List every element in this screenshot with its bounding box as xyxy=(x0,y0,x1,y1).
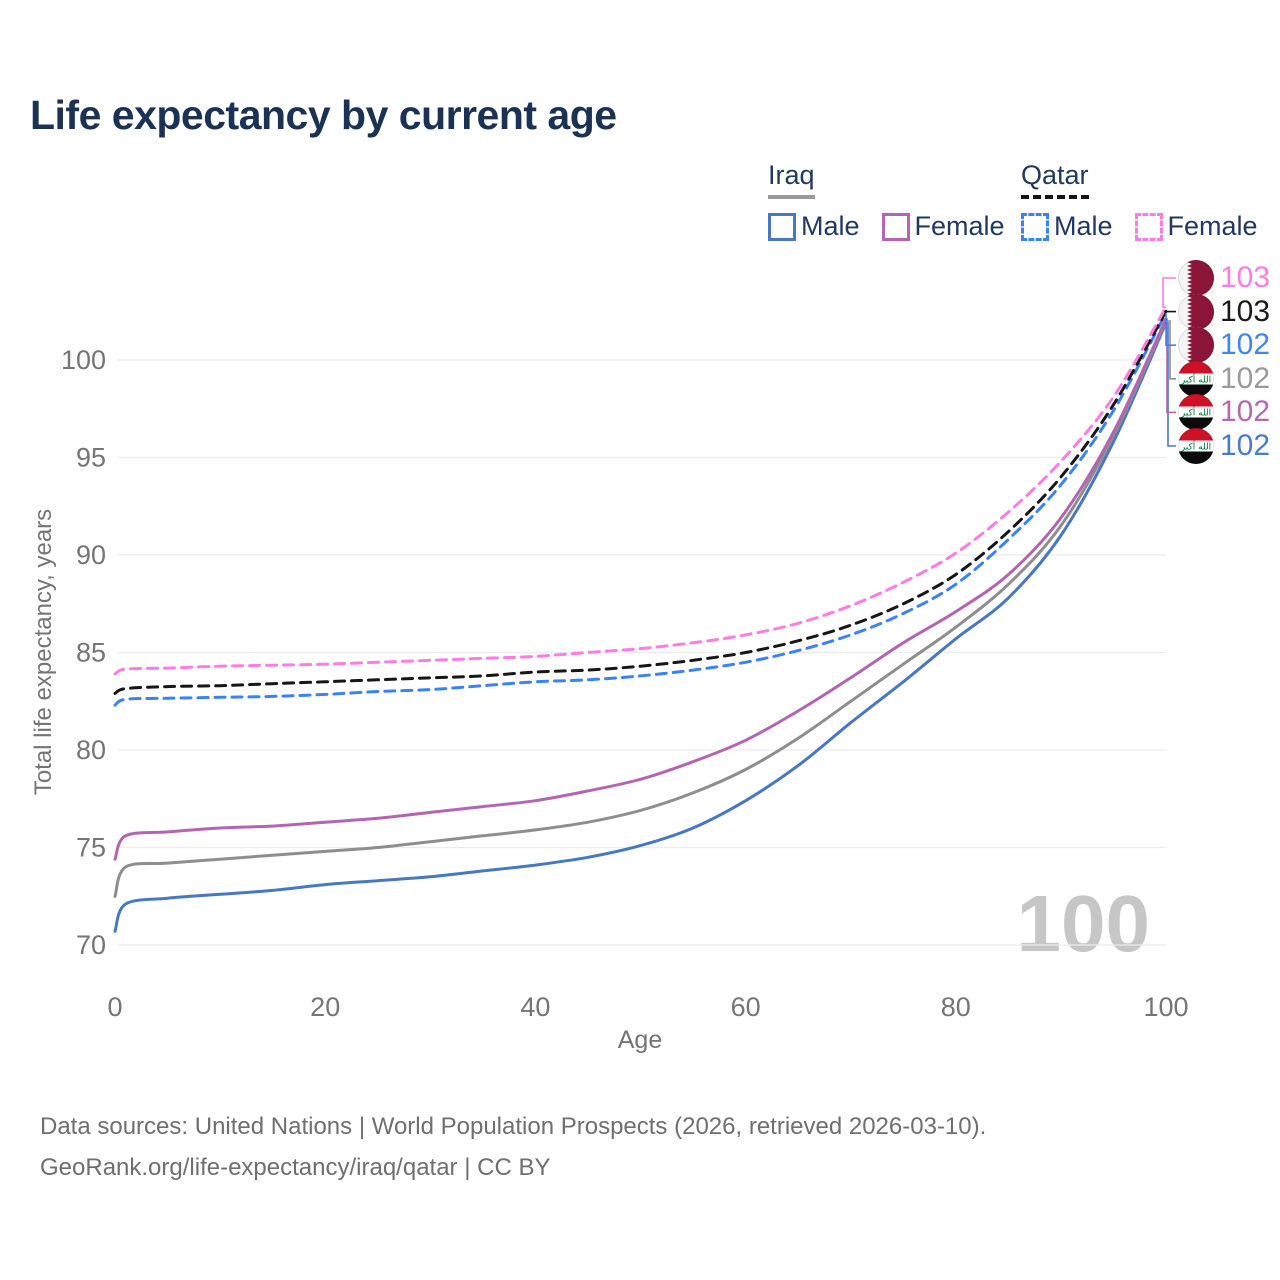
end-label-value: 103 xyxy=(1220,294,1271,328)
legend-label-iraq-male[interactable]: Male xyxy=(801,211,860,241)
x-tick-60: 60 xyxy=(731,992,761,1022)
end-label-value: 103 xyxy=(1220,261,1271,294)
iraq-flag-icon xyxy=(1178,361,1214,397)
age-counter-watermark: 100 xyxy=(1016,879,1150,968)
end-label-value: 102 xyxy=(1220,361,1271,395)
end-label-row-iraq-female: 102 xyxy=(1178,394,1270,430)
end-connector-qatar-female xyxy=(1162,277,1176,309)
legend-label-qatar-male[interactable]: Male xyxy=(1054,211,1113,241)
footer-link: GeoRank.org/life-expectancy/iraq/qatar |… xyxy=(40,1154,551,1181)
legend-label-qatar-female[interactable]: Female xyxy=(1167,211,1258,241)
end-connector-iraq xyxy=(1166,320,1176,380)
series-line-iraq-male[interactable] xyxy=(113,321,1168,933)
y-tick-95: 95 xyxy=(76,443,106,473)
legend-country-qatar[interactable]: Qatar xyxy=(1021,160,1089,199)
footer: Data sources: United Nations | World Pop… xyxy=(40,1106,986,1188)
series-line-qatar[interactable] xyxy=(113,309,1168,695)
legend-swatch-iraq-female-icon[interactable] xyxy=(881,212,910,241)
end-label-value: 102 xyxy=(1220,328,1271,362)
qatar-flag-icon xyxy=(1178,327,1214,363)
y-tick-100: 100 xyxy=(61,345,106,375)
x-tick-0: 0 xyxy=(107,992,122,1022)
y-tick-70: 70 xyxy=(76,930,106,960)
series-line-qatar-female[interactable] xyxy=(113,305,1168,676)
x-tick-40: 40 xyxy=(520,992,550,1022)
x-axis-title: Age xyxy=(617,1026,663,1054)
chart-title: Life expectancy by current age xyxy=(30,92,617,138)
legend-swatch-qatar-male-icon[interactable] xyxy=(1021,212,1049,241)
y-axis-title: Total life expectancy, years xyxy=(30,508,57,796)
y-tick-75: 75 xyxy=(76,833,106,863)
legend-label-iraq-female[interactable]: Female xyxy=(914,211,1005,241)
qatar-flag-icon xyxy=(1178,260,1214,296)
end-label-row-iraq-male: 102 xyxy=(1178,428,1270,464)
end-connector-iraq-female xyxy=(1166,318,1176,414)
legend-country-iraq[interactable]: Iraq xyxy=(768,160,815,199)
x-tick-100: 100 xyxy=(1143,992,1188,1022)
end-label-row-iraq: 102 xyxy=(1178,361,1270,397)
legend-swatch-qatar-female-icon[interactable] xyxy=(1134,212,1163,241)
legend-swatch-iraq-male-icon[interactable] xyxy=(768,212,796,241)
iraq-flag-icon xyxy=(1178,428,1214,464)
legend-group-qatar: Qatar Male Female xyxy=(1021,160,1258,242)
end-label-row-qatar-male: 102 xyxy=(1178,327,1270,363)
series-line-qatar-male[interactable] xyxy=(113,311,1168,707)
end-label-value: 102 xyxy=(1220,429,1271,462)
series-line-iraq-female[interactable] xyxy=(113,317,1168,861)
x-tick-80: 80 xyxy=(941,992,971,1022)
x-tick-20: 20 xyxy=(310,992,340,1022)
y-tick-80: 80 xyxy=(76,735,106,765)
y-tick-85: 85 xyxy=(76,638,106,668)
qatar-flag-icon xyxy=(1178,294,1214,330)
series-line-iraq[interactable] xyxy=(113,319,1168,898)
legend-group-iraq: Iraq Male Female xyxy=(768,160,1005,242)
iraq-flag-icon xyxy=(1178,394,1214,430)
end-connector-qatar-male xyxy=(1165,313,1176,346)
footer-sources: Data sources: United Nations | World Pop… xyxy=(40,1113,987,1140)
y-tick-90: 90 xyxy=(76,540,106,570)
end-label-row-qatar-female: 103 xyxy=(1178,260,1270,296)
end-label-value: 102 xyxy=(1220,395,1271,429)
end-label-row-qatar: 103 xyxy=(1178,294,1270,330)
